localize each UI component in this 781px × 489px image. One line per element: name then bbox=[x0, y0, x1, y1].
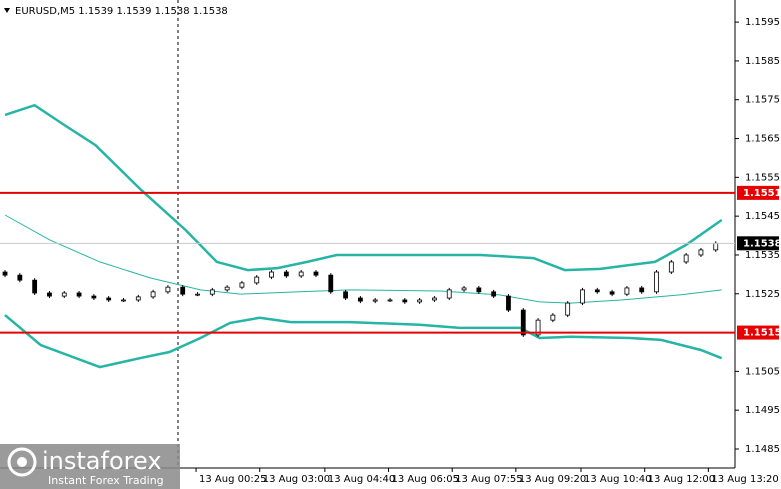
candle bbox=[550, 314, 556, 321]
candle bbox=[239, 282, 245, 288]
candle bbox=[121, 299, 126, 302]
candle bbox=[47, 292, 52, 297]
candle bbox=[713, 242, 719, 251]
watermark-brand: instaforex bbox=[42, 447, 162, 475]
candle bbox=[209, 289, 215, 295]
y-tick-label: 1.1535 bbox=[745, 250, 780, 261]
candle bbox=[298, 271, 304, 277]
candle bbox=[269, 271, 274, 278]
candle bbox=[106, 297, 112, 301]
price-label: 1.1551 bbox=[743, 188, 781, 199]
x-tick-label: 13 Aug 13:20 bbox=[711, 474, 778, 485]
candle bbox=[180, 286, 186, 295]
y-tick-label: 1.1595 bbox=[745, 17, 780, 28]
candle bbox=[432, 297, 437, 301]
candle bbox=[150, 291, 156, 298]
x-tick-label: 13 Aug 00:25 bbox=[199, 474, 266, 485]
candle bbox=[580, 289, 585, 304]
price-label-bg bbox=[737, 325, 779, 340]
candle bbox=[61, 292, 67, 297]
y-tick-label: 1.1545 bbox=[745, 211, 780, 222]
candle bbox=[224, 286, 230, 291]
price-label: 1.1515 bbox=[743, 328, 781, 339]
candle bbox=[446, 289, 452, 299]
y-tick-label: 1.1505 bbox=[745, 366, 780, 377]
x-tick-label: 13 Aug 06:05 bbox=[392, 474, 459, 485]
candle bbox=[624, 287, 630, 295]
bollinger-band bbox=[4, 214, 722, 304]
price-label-bg bbox=[737, 236, 779, 251]
candle bbox=[609, 291, 615, 295]
candle bbox=[491, 291, 497, 297]
candle bbox=[594, 289, 600, 293]
candle bbox=[639, 287, 645, 293]
candle bbox=[2, 271, 8, 276]
candle bbox=[461, 287, 467, 291]
candle bbox=[387, 299, 393, 302]
y-tick-label: 1.1575 bbox=[745, 95, 780, 106]
candle bbox=[135, 296, 141, 301]
candle bbox=[91, 295, 97, 299]
y-tick-label: 1.1495 bbox=[745, 405, 780, 416]
watermark-logo bbox=[7, 447, 37, 477]
candle bbox=[402, 299, 408, 303]
candle bbox=[535, 319, 541, 336]
plot-area: 1.1595 1.1585 1.1575 1.1565 1.1555 1.1545 1.15… bbox=[2, 17, 780, 485]
candle bbox=[254, 276, 260, 284]
candle bbox=[17, 274, 23, 281]
candle bbox=[328, 274, 334, 293]
candle bbox=[417, 299, 423, 303]
candle bbox=[565, 302, 571, 316]
x-tick-label: 13 Aug 04:40 bbox=[328, 474, 395, 485]
y-tick-label: 1.1585 bbox=[745, 56, 780, 67]
x-tick-label: 13 Aug 10:40 bbox=[584, 474, 651, 485]
candle bbox=[343, 291, 348, 299]
candle bbox=[76, 292, 82, 297]
candle bbox=[654, 271, 659, 293]
watermark-logo-dot bbox=[17, 457, 27, 467]
bollinger-band bbox=[4, 314, 723, 369]
candle bbox=[476, 287, 482, 293]
candle bbox=[698, 249, 704, 256]
collapse-arrow[interactable] bbox=[4, 8, 10, 13]
x-tick-label: 13 Aug 03:00 bbox=[263, 474, 330, 485]
y-tick-label: 1.1565 bbox=[745, 134, 780, 145]
candle bbox=[357, 297, 363, 302]
candle bbox=[195, 293, 200, 296]
candle bbox=[313, 271, 319, 276]
candle bbox=[506, 295, 511, 311]
price-label-bg bbox=[737, 185, 779, 200]
candle bbox=[165, 286, 171, 293]
x-tick-label: 13 Aug 09:20 bbox=[519, 474, 586, 485]
candle bbox=[32, 279, 38, 294]
candle bbox=[372, 299, 378, 302]
candle bbox=[520, 309, 526, 336]
y-tick-label: 1.1485 bbox=[745, 444, 780, 455]
y-tick-label: 1.1525 bbox=[745, 289, 780, 300]
chart-title: EURUSD,M5 1.1539 1.1539 1.1538 1.1538 bbox=[15, 6, 228, 17]
bollinger-band bbox=[4, 103, 723, 272]
x-tick-label: 13 Aug 12:00 bbox=[648, 474, 715, 485]
candle bbox=[283, 271, 289, 277]
x-tick-label: 13 Aug 07:55 bbox=[455, 474, 522, 485]
candle bbox=[668, 261, 674, 273]
y-tick-label: 1.1555 bbox=[745, 172, 780, 183]
watermark-tagline: Instant Forex Trading bbox=[48, 474, 164, 487]
price-label: 1.1538 bbox=[743, 238, 781, 249]
watermark: instaforex Instant Forex Trading bbox=[0, 444, 180, 489]
candle bbox=[683, 254, 689, 263]
